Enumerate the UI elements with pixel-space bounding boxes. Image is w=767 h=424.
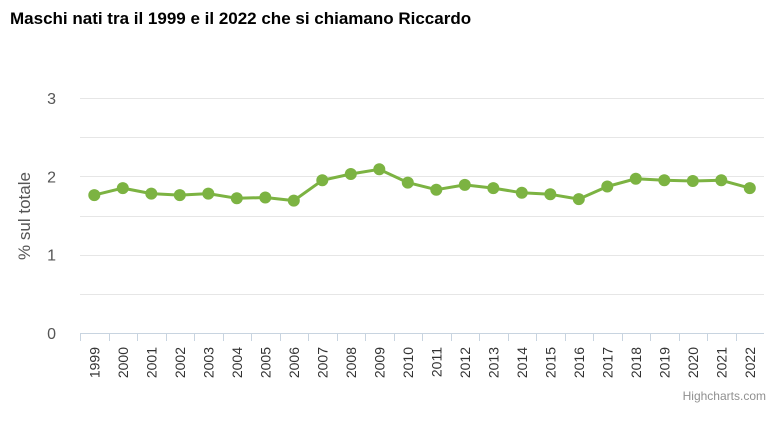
y-tick-label: 0: [47, 326, 56, 343]
x-tick-label: 2019: [656, 347, 672, 378]
x-tick-label: 2012: [457, 347, 473, 378]
data-point[interactable]: [658, 174, 671, 187]
data-point[interactable]: [316, 174, 329, 187]
data-point[interactable]: [715, 174, 728, 187]
x-tick-label: 2011: [428, 347, 444, 377]
y-axis-title: % sul totale: [15, 172, 34, 260]
x-axis-ticks: 1999 2000 2001 2002 2003 2004 2005 2006 2007 2008…: [80, 333, 758, 378]
x-tick-label: 2006: [286, 347, 302, 378]
data-point[interactable]: [686, 175, 699, 187]
data-point[interactable]: [430, 183, 443, 196]
data-point[interactable]: [344, 168, 357, 180]
x-tick-label: 2005: [257, 347, 273, 378]
data-point[interactable]: [629, 172, 642, 185]
data-point[interactable]: [743, 182, 756, 195]
y-tick-label: 1: [47, 248, 56, 265]
data-point[interactable]: [230, 192, 243, 205]
x-tick-label: 2018: [628, 347, 644, 378]
y-tick-label: 2: [47, 169, 56, 186]
x-tick-label: 2010: [400, 347, 416, 378]
data-point[interactable]: [487, 182, 500, 195]
x-tick-label: 2000: [115, 347, 131, 378]
gridlines: [80, 98, 764, 334]
x-tick-label: 2022: [742, 347, 758, 378]
credits-link[interactable]: Highcharts.com: [683, 389, 766, 403]
x-tick-label: 2014: [514, 347, 530, 378]
data-point[interactable]: [145, 187, 158, 200]
x-tick-label: 2013: [485, 347, 501, 378]
x-tick-label: 2016: [571, 347, 587, 378]
data-point[interactable]: [202, 187, 215, 200]
x-tick-label: 2007: [314, 347, 330, 378]
data-point[interactable]: [373, 163, 386, 176]
series-layer: [88, 163, 756, 207]
y-axis-ticks: 0 1 2 3: [47, 91, 56, 343]
data-point[interactable]: [287, 194, 300, 207]
data-point[interactable]: [458, 178, 471, 191]
data-point[interactable]: [173, 189, 186, 202]
data-point[interactable]: [601, 180, 614, 193]
data-point[interactable]: [116, 182, 129, 195]
data-point[interactable]: [88, 189, 101, 202]
x-tick-label: 2004: [229, 347, 245, 378]
series-line: [92, 167, 752, 203]
x-tick-label: 2021: [713, 347, 729, 378]
data-point[interactable]: [544, 188, 557, 201]
data-point[interactable]: [515, 186, 528, 199]
data-point[interactable]: [401, 176, 414, 189]
x-tick-label: 2009: [371, 347, 387, 378]
x-tick-label: 2017: [599, 347, 615, 378]
data-point[interactable]: [259, 191, 272, 204]
x-tick-label: 2001: [143, 347, 159, 378]
x-tick-label: 2015: [542, 347, 558, 378]
chart-title: Maschi nati tra il 1999 e il 2022 che si…: [10, 9, 472, 28]
x-tick-label: 2008: [343, 347, 359, 378]
y-tick-label: 3: [47, 91, 56, 108]
x-tick-label: 2020: [685, 347, 701, 378]
x-tick-label: 1999: [86, 347, 102, 378]
data-point[interactable]: [572, 193, 585, 206]
x-tick-label: 2002: [172, 347, 188, 378]
x-tick-label: 2003: [200, 347, 216, 378]
